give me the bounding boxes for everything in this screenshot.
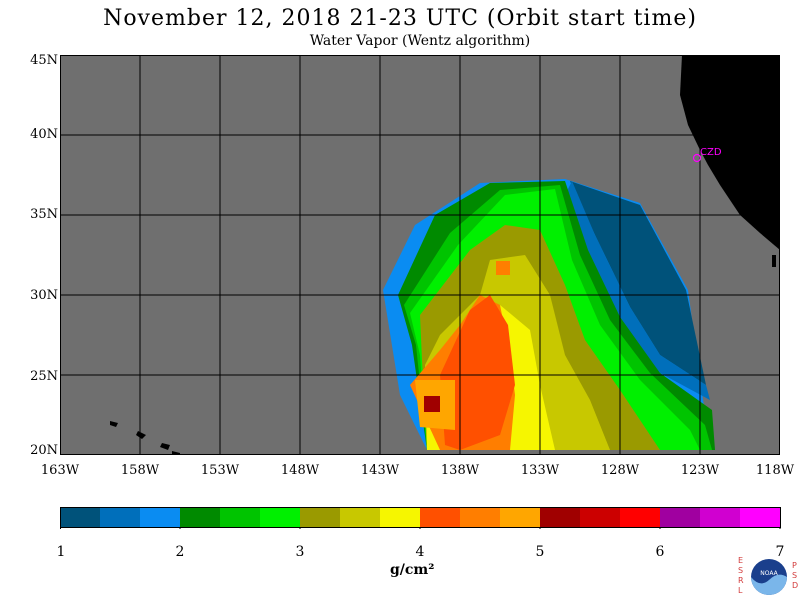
colorbar-swatch-6 xyxy=(260,507,301,528)
lat-label-20n: 20N xyxy=(30,443,58,458)
lat-label-25n: 25N xyxy=(30,369,58,384)
colorbar-swatch-11 xyxy=(460,507,501,528)
colorbar-swatch-17 xyxy=(700,507,741,528)
colorbar-label-7: 7 xyxy=(775,544,785,560)
colorbar-ticks xyxy=(60,528,781,529)
island-1 xyxy=(768,232,774,238)
station-marker: CZD xyxy=(692,147,722,163)
noaa-logo-text: NOAA xyxy=(760,570,778,577)
page-title: November 12, 2018 21-23 UTC (Orbit start… xyxy=(103,6,697,31)
logo-letter-s: S xyxy=(738,566,744,575)
colorbar-swatch-10 xyxy=(420,507,461,528)
hawaii-islands xyxy=(110,421,180,455)
noaa-icon: NOAA xyxy=(751,559,787,595)
colorbar-swatch-14 xyxy=(580,507,621,528)
logo-letter-l: L xyxy=(738,586,743,595)
colorbar-swatches xyxy=(60,507,781,528)
station-label: CZD xyxy=(700,147,722,158)
logo-letter-d: D xyxy=(792,581,799,590)
colorbar-swatch-2 xyxy=(100,507,141,528)
logo-letter-s2: S xyxy=(792,571,798,580)
lat-lon-grid xyxy=(60,55,780,455)
colorbar-border xyxy=(60,507,781,528)
satellite-swath xyxy=(383,179,715,450)
logo-letter-e: E xyxy=(738,556,744,565)
colorbar-swatch-15 xyxy=(620,507,661,528)
colorbar-swatch-18 xyxy=(740,507,781,528)
colorbar-swatch-8 xyxy=(340,507,381,528)
lon-label-133w: 133W xyxy=(520,463,560,478)
water-vapor-map: CZD xyxy=(60,55,780,455)
colorbar-swatch-3 xyxy=(140,507,181,528)
swath-maximum-vapor-spot xyxy=(424,396,440,412)
swath-red-orange-band xyxy=(440,295,515,450)
swath-mid-blue-band xyxy=(565,181,710,400)
swath-lowest-vapor-band xyxy=(570,181,706,385)
colorbar-label-1: 1 xyxy=(56,544,66,560)
colorbar-swatch-12 xyxy=(500,507,541,528)
colorbar-swatch-9 xyxy=(380,507,421,528)
station-marker-icon xyxy=(692,153,702,163)
colorbar-swatch-16 xyxy=(660,507,701,528)
colorbar-swatch-13 xyxy=(540,507,581,528)
lon-label-163w: 163W xyxy=(40,463,80,478)
lon-label-128w: 128W xyxy=(600,463,640,478)
lon-label-118w: 118W xyxy=(755,463,795,478)
land-masses xyxy=(110,55,780,455)
colorbar-label-4: 4 xyxy=(415,544,425,560)
colorbar-label-5: 5 xyxy=(535,544,545,560)
colorbar-label-2: 2 xyxy=(175,544,185,560)
north-america-coast xyxy=(680,55,780,250)
lon-label-143w: 143W xyxy=(360,463,400,478)
lat-label-45n: 45N xyxy=(30,53,58,68)
lon-label-148w: 148W xyxy=(280,463,320,478)
island-2 xyxy=(772,255,776,267)
lon-label-138w: 138W xyxy=(440,463,480,478)
colorbar-label-3: 3 xyxy=(295,544,305,560)
logo-letter-r: R xyxy=(738,576,744,585)
lat-label-35n: 35N xyxy=(30,207,58,222)
colorbar-units: g/cm² xyxy=(390,562,435,578)
lon-label-153w: 153W xyxy=(200,463,240,478)
colorbar-swatch-7 xyxy=(300,507,341,528)
lat-label-30n: 30N xyxy=(30,288,58,303)
lon-label-158w: 158W xyxy=(120,463,160,478)
colorbar-label-6: 6 xyxy=(655,544,665,560)
colorbar-swatch-5 xyxy=(220,507,261,528)
page-subtitle: Water Vapor (Wentz algorithm) xyxy=(309,33,531,49)
lon-label-123w: 123W xyxy=(680,463,720,478)
logo-letter-p: P xyxy=(792,561,797,570)
swath-upper-orange-spot xyxy=(496,261,510,275)
colorbar xyxy=(60,507,781,529)
colorbar-swatch-4 xyxy=(180,507,221,528)
lat-label-40n: 40N xyxy=(30,127,58,142)
colorbar-swatch-1 xyxy=(60,507,101,528)
noaa-esrl-psd-logo: E S R L NOAA P S D xyxy=(738,556,798,600)
